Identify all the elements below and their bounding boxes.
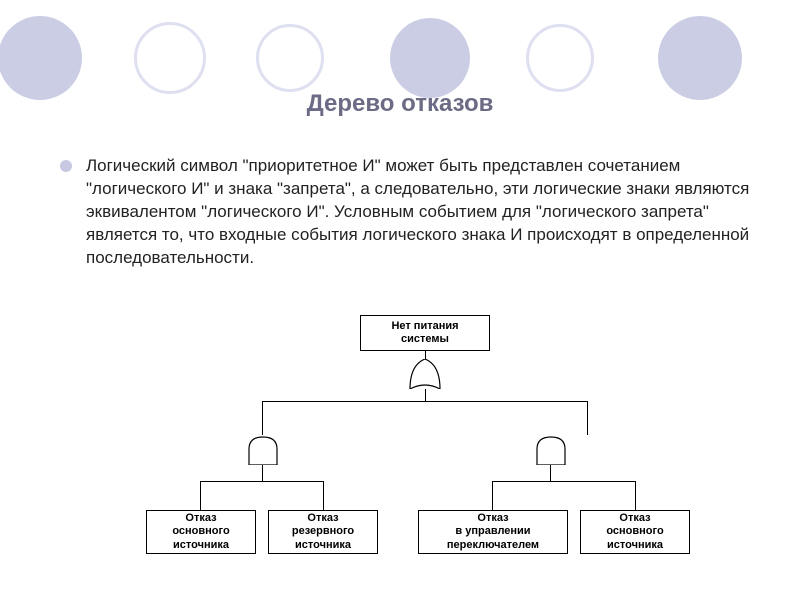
deco-circle <box>134 22 206 94</box>
connector-line <box>425 351 426 359</box>
deco-circle <box>526 24 594 92</box>
tree-node-leaf4: Отказ основного источника <box>580 510 690 554</box>
connector-line <box>635 481 636 510</box>
body-text-block: Логический символ "приоритетное И" может… <box>60 155 750 270</box>
slide-title: Дерево отказов <box>0 90 800 118</box>
connector-line <box>200 481 201 510</box>
tree-node-root: Нет питания системы <box>360 315 490 351</box>
body-text: Логический символ "приоритетное И" может… <box>86 155 750 270</box>
bullet-icon <box>60 160 72 172</box>
connector-line <box>587 401 588 435</box>
connector-line <box>200 481 324 482</box>
connector-line <box>262 465 263 481</box>
tree-node-leaf2: Отказ резервного источника <box>268 510 378 554</box>
connector-line <box>492 481 636 482</box>
connector-line <box>262 401 588 402</box>
connector-line <box>425 389 426 401</box>
deco-circle <box>256 24 324 92</box>
and-gate-right <box>535 435 567 465</box>
connector-line <box>262 401 263 435</box>
connector-line <box>323 481 324 510</box>
and-gate-left <box>247 435 279 465</box>
deco-circle <box>0 16 82 100</box>
tree-node-leaf3: Отказ в управлении переключателем <box>418 510 568 554</box>
tree-node-leaf1: Отказ основного источника <box>146 510 256 554</box>
connector-line <box>550 465 551 481</box>
or-gate-top <box>408 359 442 389</box>
connector-line <box>492 481 493 510</box>
deco-circle <box>390 18 470 98</box>
fault-tree-diagram: Нет питания системы Отказ основного источ… <box>140 315 710 580</box>
deco-circle <box>658 16 742 100</box>
